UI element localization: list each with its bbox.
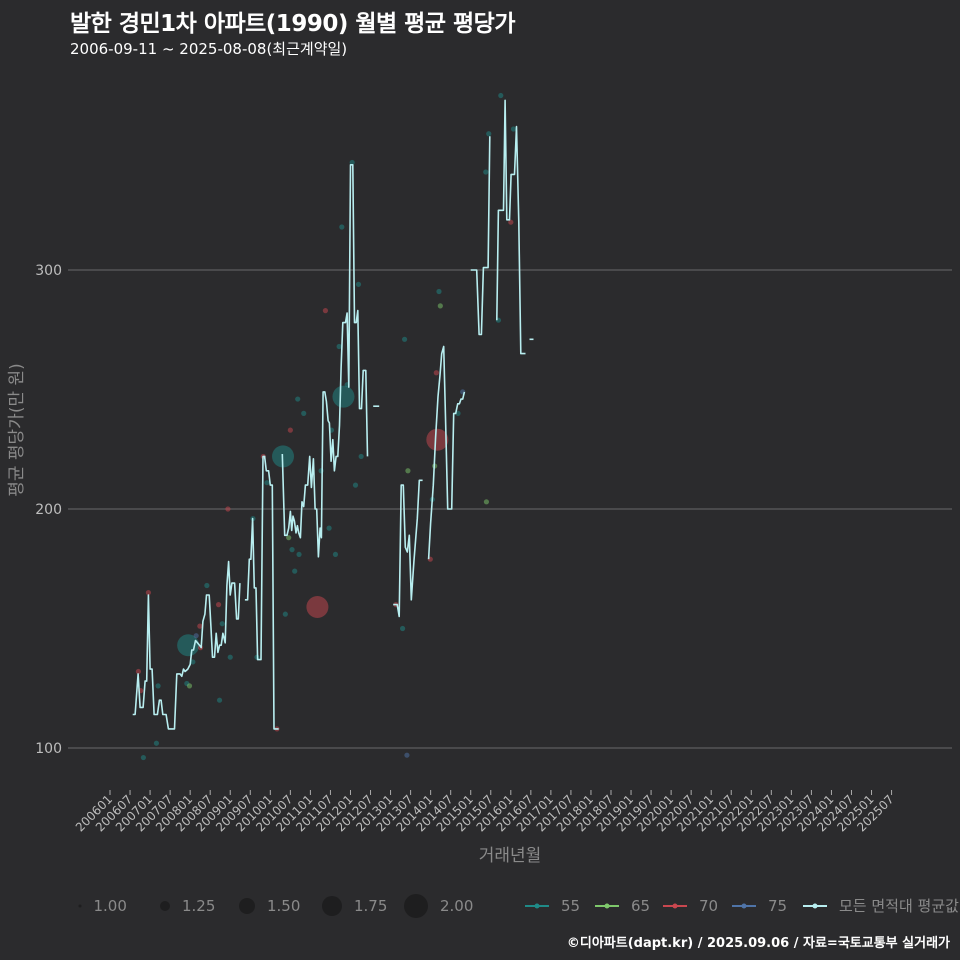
data-point — [355, 281, 362, 287]
legend-point-swatch — [812, 903, 818, 909]
data-point — [483, 499, 490, 505]
footer-credit: ©디아파트(dapt.kr) / 2025.09.06 / 자료=국토교통부 실… — [566, 936, 950, 951]
data-point — [296, 551, 302, 558]
data-point — [508, 219, 514, 225]
data-point — [145, 590, 152, 596]
data-point — [336, 343, 342, 350]
legend-size-swatch — [404, 894, 428, 918]
data-point — [498, 92, 504, 99]
legend-size-swatch — [78, 904, 82, 908]
data-point — [426, 428, 449, 451]
line-segment — [427, 345, 466, 560]
data-point — [358, 453, 364, 460]
data-point — [295, 396, 301, 402]
data-point — [322, 308, 329, 314]
scatter-points — [135, 92, 517, 761]
average-line — [132, 99, 534, 730]
chart-subtitle: 2006-09-11 ~ 2025-08-08(최근계약일) — [70, 40, 348, 58]
line-segment — [393, 479, 423, 618]
data-point — [225, 506, 231, 512]
data-point — [433, 370, 439, 376]
data-point — [287, 427, 293, 433]
data-point — [140, 754, 146, 761]
data-point — [483, 169, 489, 175]
data-point — [135, 668, 141, 675]
data-point — [289, 547, 295, 553]
legend-size-label: 1.00 — [94, 897, 127, 915]
data-point — [349, 159, 355, 166]
data-point — [282, 611, 288, 617]
data-point — [193, 633, 199, 639]
data-point — [301, 410, 307, 416]
legend-area-label: 65 — [631, 897, 650, 915]
x-axis-label: 거래년월 — [479, 846, 542, 866]
legend: 1.00 1.25 1.50 1.75 2.00 55 65 70 75 모든 면적대 평균값 — [78, 894, 959, 918]
data-point — [352, 482, 359, 488]
data-point — [399, 625, 406, 632]
data-point — [215, 602, 222, 608]
data-point — [219, 621, 225, 627]
data-point — [204, 582, 210, 589]
data-point — [436, 288, 442, 295]
legend-size-label: 1.75 — [354, 897, 387, 915]
y-tick-label: 200 — [35, 502, 62, 518]
legend-point-swatch — [672, 903, 678, 909]
legend-area-label: 모든 면적대 평균값 — [839, 897, 959, 915]
legend-area-label: 55 — [561, 897, 580, 915]
data-point — [186, 683, 193, 689]
data-point — [197, 623, 203, 629]
chart-title: 발한 경민1차 아파트(1990) 월별 평균 평당가 — [70, 11, 515, 37]
data-point — [326, 525, 332, 531]
data-point — [286, 535, 292, 541]
line-segment — [281, 164, 369, 558]
data-point — [306, 595, 329, 618]
data-point — [486, 131, 492, 137]
line-segment — [470, 136, 491, 336]
data-point — [190, 659, 196, 665]
gridlines — [68, 269, 952, 749]
data-point — [155, 683, 161, 689]
legend-size-label: 1.50 — [267, 897, 300, 915]
y-axis-label: 평균 평당가(만 원) — [7, 363, 27, 497]
y-tick-label: 100 — [35, 741, 62, 757]
legend-size-label: 1.25 — [182, 897, 215, 915]
y-axis: 100 200 300 — [35, 263, 62, 757]
line-segment — [244, 455, 279, 730]
data-point — [339, 224, 345, 230]
legend-size-swatch — [322, 896, 342, 916]
legend-size-swatch — [239, 898, 255, 914]
data-point — [153, 740, 160, 746]
legend-size-label: 2.00 — [440, 897, 473, 915]
line-segment — [496, 99, 526, 355]
data-point — [216, 697, 223, 703]
data-point — [401, 336, 408, 342]
legend-point-swatch — [604, 903, 610, 909]
line-segment — [132, 560, 241, 730]
y-tick-label: 300 — [35, 263, 62, 279]
data-point — [264, 480, 270, 486]
legend-size-swatch — [160, 901, 170, 911]
data-point — [227, 654, 233, 660]
data-point — [510, 126, 517, 132]
data-point — [405, 468, 411, 474]
data-point — [437, 303, 443, 309]
data-point — [292, 568, 298, 574]
data-point — [332, 551, 339, 558]
legend-area-label: 70 — [699, 897, 718, 915]
legend-point-swatch — [741, 903, 747, 909]
legend-area-label: 75 — [768, 897, 787, 915]
data-point — [404, 752, 410, 758]
legend-point-swatch — [534, 903, 540, 909]
data-point — [332, 385, 355, 408]
x-axis: 2006012006072007012007072008012008072009… — [73, 790, 897, 835]
